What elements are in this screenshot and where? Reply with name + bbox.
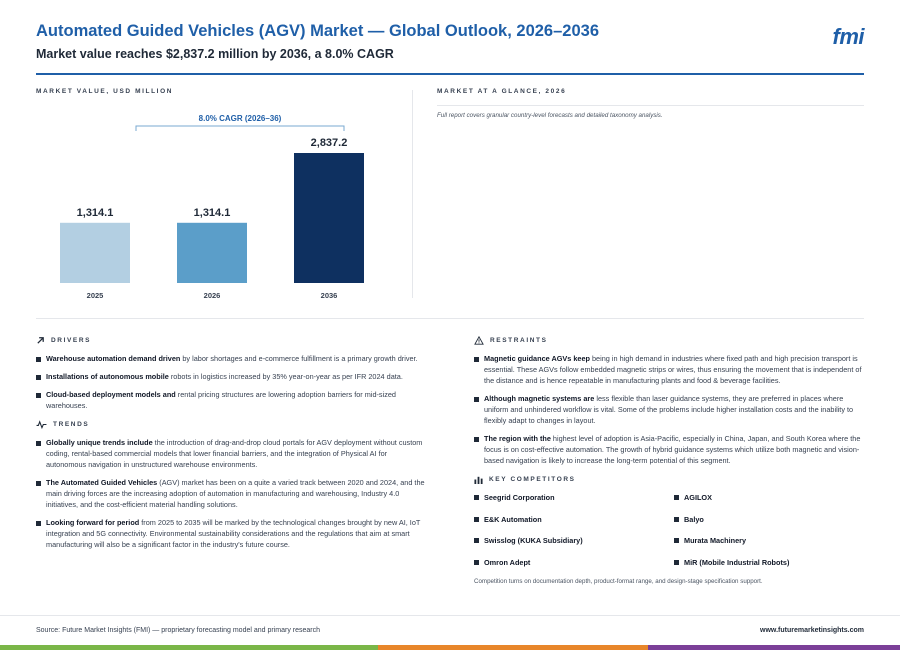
restraint-item-text: highest level of adoption is Asia-Pacifi… — [484, 434, 861, 465]
driver-item: Warehouse automation demand driven by la… — [36, 353, 428, 364]
driver-item-text: rental pricing structures are lowering a… — [46, 390, 396, 410]
fmi-logo: fmi — [832, 24, 865, 49]
glance-note: Full report covers granular country-leve… — [437, 112, 663, 119]
competitors-label: KEY COMPETITORS — [489, 475, 576, 483]
restraint-item-text: less flexible than laser guidance system… — [484, 394, 854, 425]
x-tick-label: 2036 — [321, 291, 338, 300]
competitor-grid: Seegrid Corporation AGILOX E&K Automation B… — [474, 492, 866, 568]
report-header: Automated Guided Vehicles (AGV) Market —… — [36, 22, 864, 76]
competitors-heading: KEY COMPETITORS — [474, 473, 866, 485]
trends-heading: TRENDS — [36, 418, 428, 430]
restraint-item: Although magnetic systems are less flexi… — [474, 393, 866, 426]
driver-item: Cloud-based deployment models and rental… — [36, 389, 428, 411]
competitor-item: MiR (Mobile Industrial Robots) — [674, 557, 864, 568]
header-rule — [36, 73, 864, 75]
restraint-item-lead: Magnetic guidance AGVs keep — [484, 354, 590, 363]
footer-divider — [0, 615, 900, 616]
section-divider — [36, 318, 864, 319]
competitor-item: Swisslog (KUKA Subsidiary) — [474, 535, 674, 546]
competitor-item: Seegrid Corporation — [474, 492, 674, 503]
trends-list: Globally unique trends include the intro… — [36, 437, 428, 550]
trend-item: Globally unique trends include the intro… — [36, 437, 428, 470]
arrow-up-right-icon — [37, 336, 44, 344]
left-column: DRIVERS Warehouse automation demand driv… — [36, 334, 428, 557]
driver-item-lead: Cloud-based deployment models and — [46, 390, 176, 399]
vertical-divider — [412, 90, 413, 298]
trend-item-text: from 2025 to 2035 will be marked by the … — [46, 518, 421, 549]
trend-item-text: (AGV) market has been on a quite a varie… — [46, 478, 425, 509]
x-tick-label: 2025 — [87, 291, 104, 300]
drivers-label: DRIVERS — [51, 336, 92, 344]
glance-section-label: MARKET AT A GLANCE, 2026 — [437, 88, 567, 95]
restraint-item: The region with the highest level of ado… — [474, 433, 866, 466]
market-glance-panel: MARKET AT A GLANCE, 2026 Full report cov… — [437, 88, 864, 119]
competitors-note: Competition turns on documentation depth… — [474, 577, 763, 585]
competitor-item: Balyo — [674, 514, 864, 525]
cagr-annotation: 8.0% CAGR (2026–36) — [199, 114, 282, 123]
footer-website-link[interactable]: www.futuremarketinsights.com — [760, 627, 864, 634]
footer-color-strip-green — [0, 645, 378, 650]
bar-value-label: 1,314.1 — [77, 207, 114, 219]
page-subtitle: Market value reaches $2,837.2 million by… — [36, 47, 394, 61]
driver-item: Installations of autonomous mobile robot… — [36, 371, 428, 382]
competitor-item: AGILOX — [674, 492, 864, 503]
trend-item-text: the introduction of drag-and-drop cloud … — [46, 438, 423, 469]
footer-source: Source: Future Market Insights (FMI) — p… — [36, 627, 320, 634]
restraint-item-text: being in high demand in industries where… — [484, 354, 862, 385]
driver-item-lead: Installations of autonomous mobile — [46, 372, 169, 381]
chart-section-label: MARKET VALUE, USD MILLION — [36, 88, 174, 95]
trend-item: The Automated Guided Vehicles (AGV) mark… — [36, 477, 428, 510]
drivers-heading: DRIVERS — [36, 334, 428, 346]
competitor-item: Omron Adept — [474, 557, 674, 568]
restraint-item-lead: Although magnetic systems are — [484, 394, 595, 403]
restraint-item-lead: The region with the — [484, 434, 551, 443]
trend-line-icon — [36, 419, 47, 429]
restraints-label: RESTRAINTS — [490, 336, 548, 344]
driver-item-text: by labor shortages and e-commerce fulfil… — [180, 354, 418, 363]
bar-chart-icon — [474, 476, 483, 484]
restraints-heading: RESTRAINTS — [474, 334, 866, 346]
bar-2025 — [60, 222, 130, 283]
restraints-list: Magnetic guidance AGVs keep being in hig… — [474, 353, 866, 466]
driver-item-lead: Warehouse automation demand driven — [46, 354, 181, 363]
bar-2036 — [294, 153, 364, 283]
trend-item-lead: The Automated Guided Vehicles — [46, 478, 158, 487]
trend-item: Looking forward for period from 2025 to … — [36, 517, 428, 550]
bar-2026 — [177, 222, 247, 283]
footer-color-strip-purple — [648, 645, 900, 650]
trend-item-lead: Looking forward for period — [46, 518, 140, 527]
trend-item-lead: Globally unique trends include — [46, 438, 153, 447]
competitor-item: Murata Machinery — [674, 535, 864, 546]
trends-label: TRENDS — [53, 420, 90, 428]
x-tick-label: 2026 — [204, 291, 221, 300]
competitor-item: E&K Automation — [474, 514, 674, 525]
market-value-chart: 1,314.1 2025 1,314.1 2026 2,837.2 2036 8.0% CA… — [60, 114, 364, 300]
cagr-bracket — [135, 125, 345, 131]
restraint-item: Magnetic guidance AGVs keep being in hig… — [474, 353, 866, 386]
drivers-list: Warehouse automation demand driven by la… — [36, 353, 428, 411]
bar-value-label: 1,314.1 — [194, 207, 231, 219]
driver-item-text: robots in logistics increased by 35% yea… — [168, 372, 403, 381]
page-title: Automated Guided Vehicles (AGV) Market —… — [36, 22, 599, 40]
footer-color-strip-orange — [378, 645, 648, 650]
warning-triangle-icon — [474, 335, 484, 345]
right-column: RESTRAINTS Magnetic guidance AGVs keep b… — [474, 334, 866, 585]
glance-divider — [437, 105, 864, 106]
market-value-panel: MARKET VALUE, USD MILLION 1,314.1 2025 1,3… — [36, 88, 406, 304]
bar-value-label: 2,837.2 — [311, 137, 348, 149]
